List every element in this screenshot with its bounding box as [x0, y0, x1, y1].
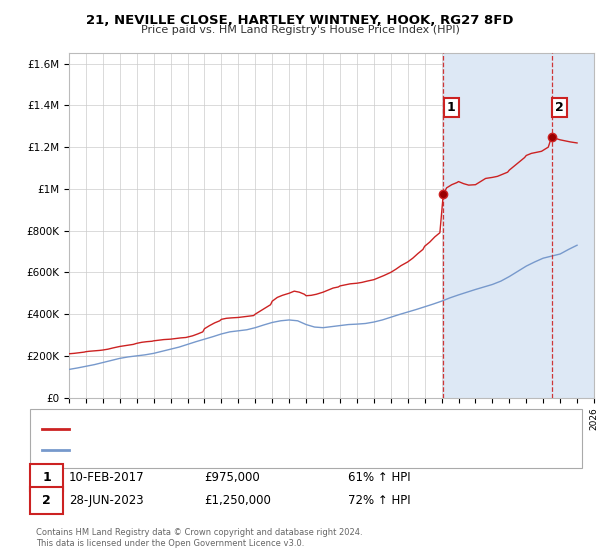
Text: £1,250,000: £1,250,000 — [204, 493, 271, 507]
Text: Contains HM Land Registry data © Crown copyright and database right 2024.
This d: Contains HM Land Registry data © Crown c… — [36, 528, 362, 548]
Text: HPI: Average price, detached house, Hart: HPI: Average price, detached house, Hart — [75, 445, 290, 455]
Text: £975,000: £975,000 — [204, 471, 260, 484]
Text: 21, NEVILLE CLOSE, HARTLEY WINTNEY, HOOK, RG27 8FD (detached house): 21, NEVILLE CLOSE, HARTLEY WINTNEY, HOOK… — [75, 424, 470, 433]
Text: 2: 2 — [555, 101, 564, 114]
Text: 1: 1 — [446, 101, 455, 114]
Text: 2: 2 — [43, 493, 51, 507]
Text: Price paid vs. HM Land Registry's House Price Index (HPI): Price paid vs. HM Land Registry's House … — [140, 25, 460, 35]
Text: 1: 1 — [43, 471, 51, 484]
Bar — [551, 53, 594, 398]
Text: 28-JUN-2023: 28-JUN-2023 — [69, 493, 143, 507]
Text: 10-FEB-2017: 10-FEB-2017 — [69, 471, 145, 484]
Text: 21, NEVILLE CLOSE, HARTLEY WINTNEY, HOOK, RG27 8FD: 21, NEVILLE CLOSE, HARTLEY WINTNEY, HOOK… — [86, 14, 514, 27]
Bar — [443, 53, 551, 398]
Text: 72% ↑ HPI: 72% ↑ HPI — [348, 493, 410, 507]
Text: 61% ↑ HPI: 61% ↑ HPI — [348, 471, 410, 484]
